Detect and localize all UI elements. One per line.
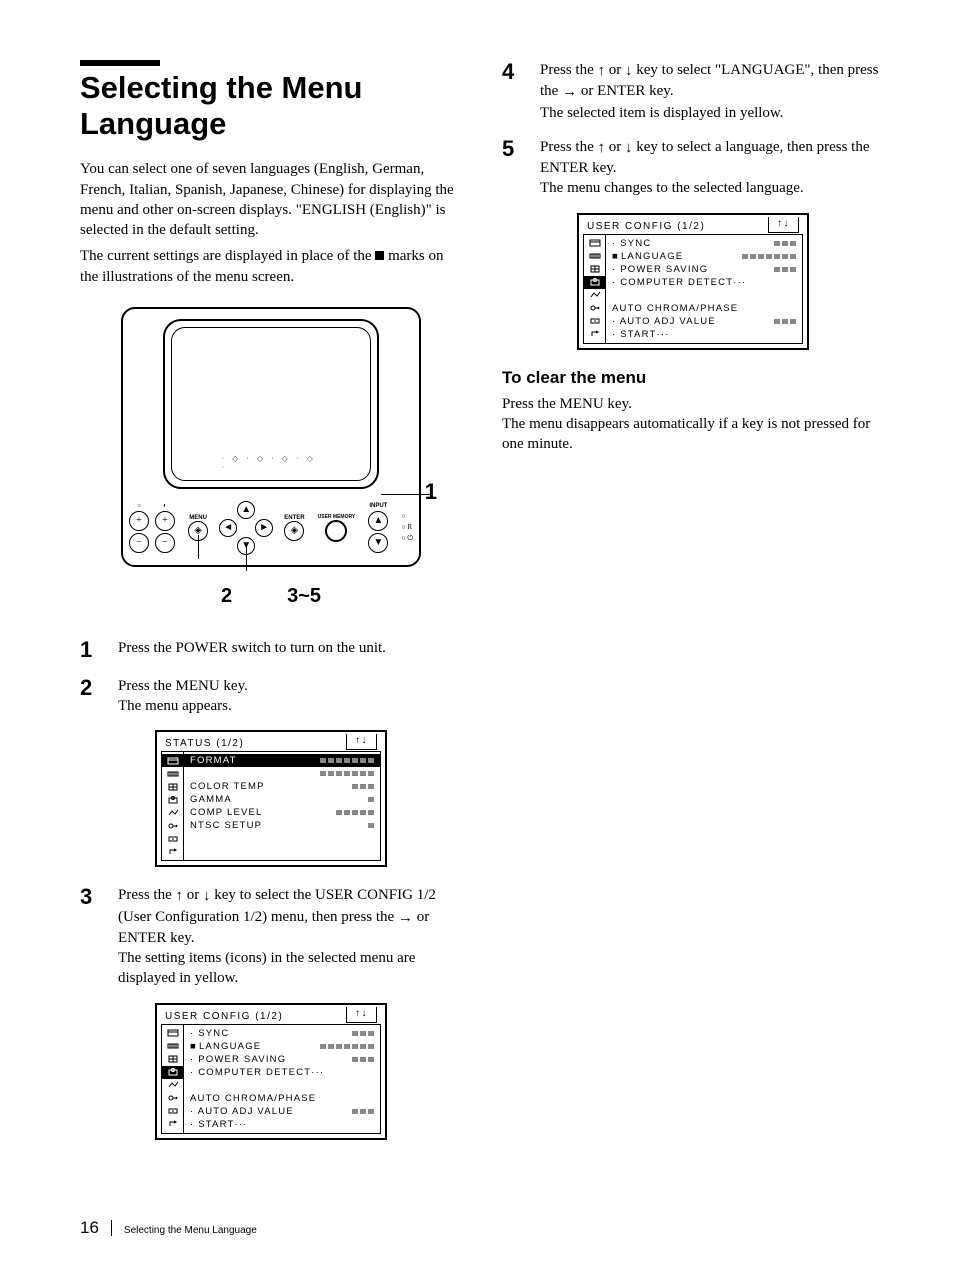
down-arrow-icon: ↓ [203,886,211,906]
user-memory-button [325,520,347,542]
osd-status-screen: STATUS (1/2) ↑↓ FORMAT COLOR TE [155,730,387,867]
callout-3-5: 3~5 [287,585,321,608]
osd-user-title-r: USER CONFIG (1/2) [587,221,705,232]
clear-heading: To clear the menu [502,368,884,388]
right-column: 4 Press the ↑ or ↓ key to select "LANGUA… [502,60,884,1158]
enter-label: ENTER [284,515,304,521]
square-marker-icon [375,251,384,260]
footer-label: Selecting the Menu Language [124,1225,257,1236]
up-arrow-icon: ↑ [598,138,606,158]
step-2: 2 Press the MENU key.The menu appears. [80,676,462,717]
menu-label: MENU [189,515,207,521]
right-arrow-icon: → [398,908,413,928]
monitor-diagram: · ◇ · ◇ · ◇ · ◇ · ☼ + − ◐ + − [121,307,421,608]
left-arrow-icon: ◄ [219,519,237,537]
page-footer: 16 Selecting the Menu Language [80,1218,257,1238]
user-memory-label: USER MEMORY [318,514,356,520]
up-arrow-icon: ↑ [176,886,184,906]
left-column: Selecting the Menu Language You can sele… [80,60,462,1158]
osd-tab-arrows-icon: ↑↓ [768,217,799,233]
brightness-icon: ☼ [136,503,142,509]
panel-dots-icon: · ◇ · ◇ · ◇ · ◇ · [222,454,321,472]
title-rule [80,60,160,66]
osd-icon-column [162,752,184,860]
osd-user-title: USER CONFIG (1/2) [165,1011,283,1022]
enter-button: ◈ [284,521,304,541]
page-number: 16 [80,1218,99,1238]
osd-user-config-left: USER CONFIG (1/2) ↑↓ SYNC LANGUAGE [155,1003,387,1140]
step-5: 5 Press the ↑ or ↓ key to select a langu… [502,137,884,199]
up-arrow-icon: ▲ [237,501,255,519]
minus-knob-2: − [155,533,175,553]
osd-tab-arrows-icon: ↑↓ [346,734,377,750]
step-4: 4 Press the ↑ or ↓ key to select "LANGUA… [502,60,884,123]
contrast-icon: ◐ [163,503,167,509]
down-arrow-icon: ↓ [625,61,633,81]
input-label: INPUT [369,503,387,509]
callout-1: 1 [425,479,437,505]
dpad: ▲ ▼ ◄ ► [221,503,271,553]
input-up-button: ▲ [368,511,388,531]
led-indicators: R ⏻ [401,512,413,543]
osd-tab-arrows-icon: ↑↓ [346,1007,377,1023]
minus-knob: − [129,533,149,553]
page-title: Selecting the Menu Language [80,70,462,141]
down-arrow-icon: ↓ [625,138,633,158]
intro-para-2: The current settings are displayed in pl… [80,246,462,287]
intro-para-1: You can select one of seven languages (E… [80,159,462,240]
callout-2: 2 [221,585,232,608]
right-arrow-icon: ► [255,519,273,537]
osd-status-title: STATUS (1/2) [165,738,244,749]
plus-knob: + [129,511,149,531]
clear-body: Press the MENU key. The menu disappears … [502,394,884,455]
step-1: 1 Press the POWER switch to turn on the … [80,638,462,662]
osd-icon-column [584,235,606,343]
osd-icon-column [162,1025,184,1133]
osd-user-config-right: USER CONFIG (1/2) ↑↓ SYNC LANGUAGE [577,213,809,350]
step-3: 3 Press the ↑ or ↓ key to select the USE… [80,885,462,988]
right-arrow-icon: → [562,82,577,102]
up-arrow-icon: ↑ [598,61,606,81]
plus-knob-2: + [155,511,175,531]
input-down-button: ▼ [368,533,388,553]
